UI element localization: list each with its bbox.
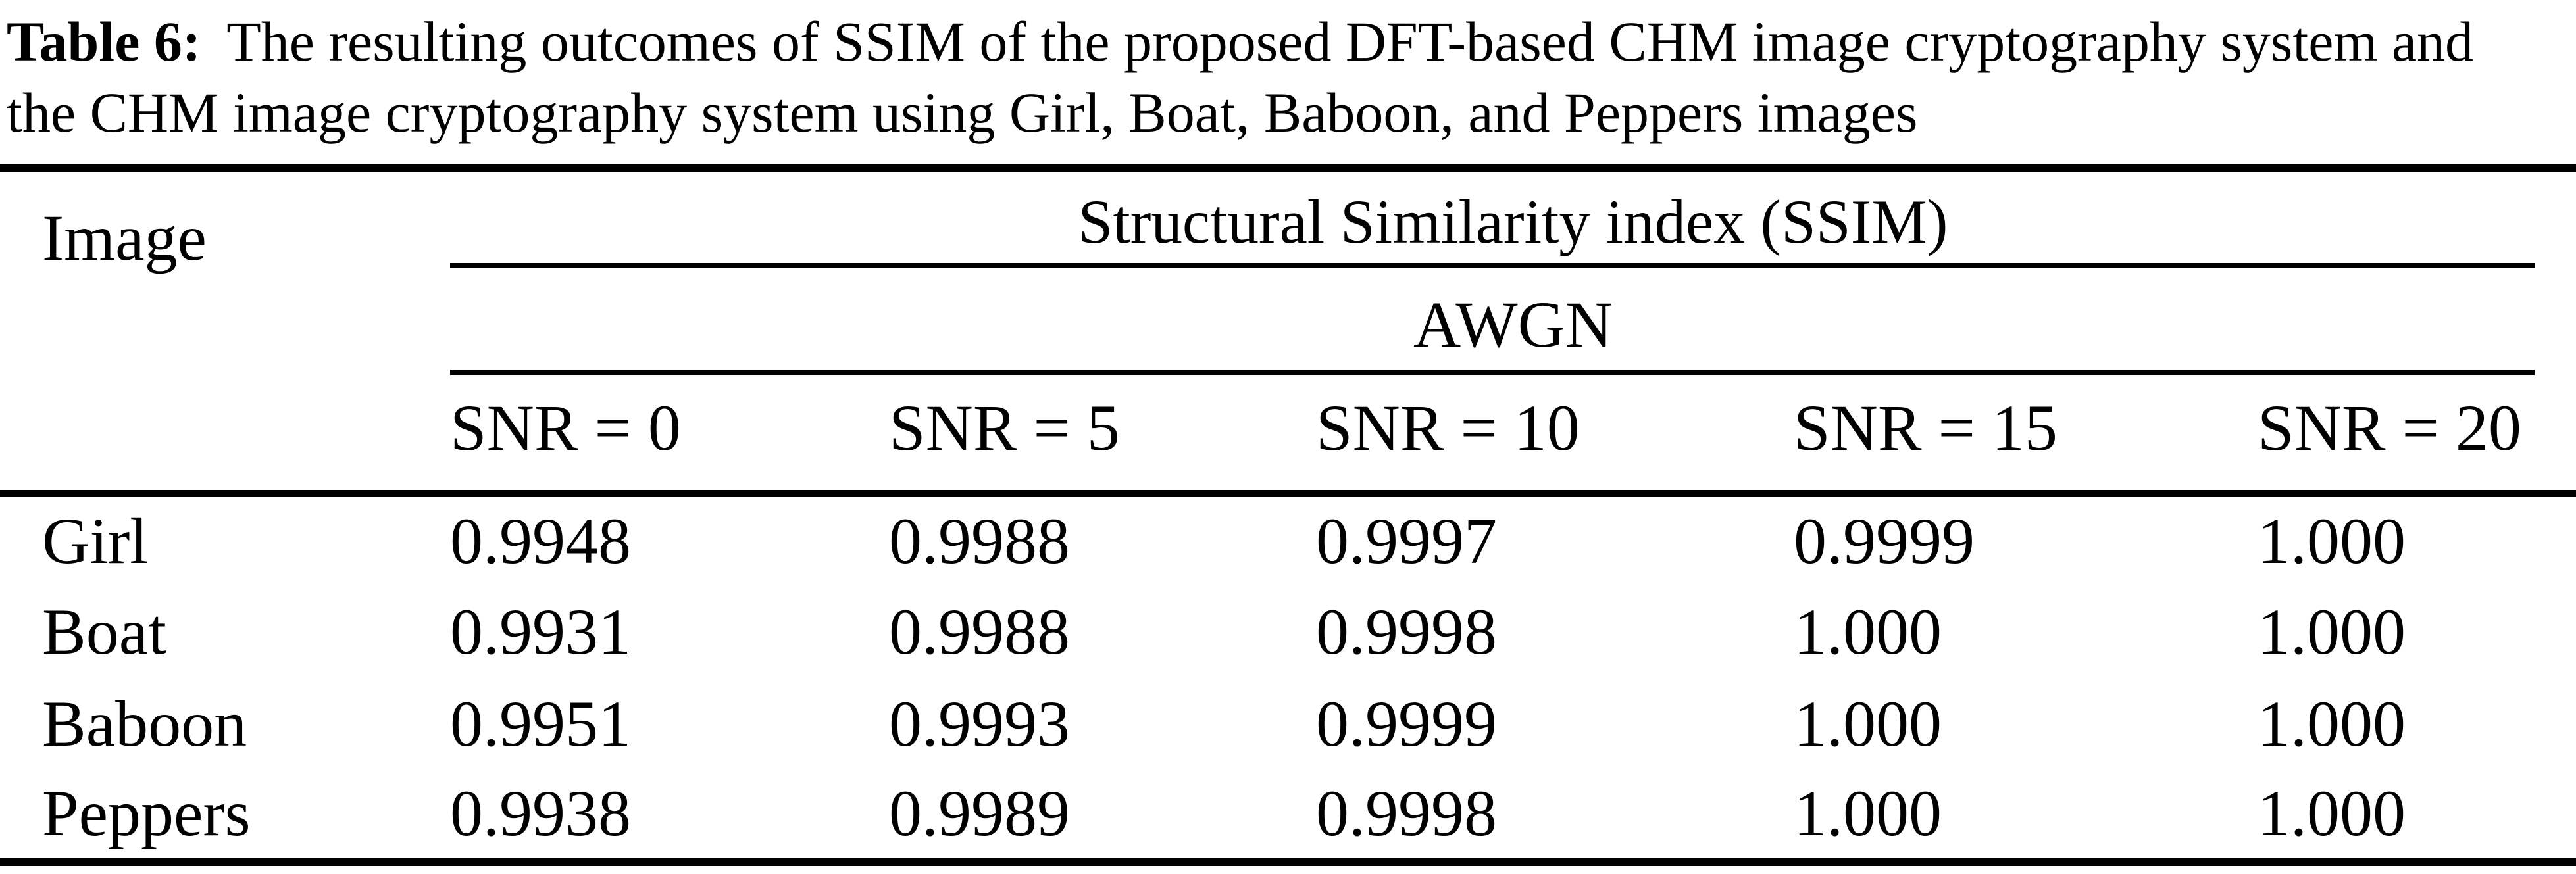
table-cell: 1.000 xyxy=(2258,504,2406,577)
group-header-awgn: AWGN xyxy=(450,268,2576,375)
table-cell: 0.9938 xyxy=(450,777,631,850)
table-cell: 0.9998 xyxy=(1316,595,1497,668)
row-label: Girl xyxy=(42,504,149,577)
table-cell: 0.9999 xyxy=(1316,687,1497,760)
table-row-baboon: Baboon 0.9951 0.9993 0.9999 1.000 1.000 xyxy=(0,677,2576,769)
group-header-ssim: Structural Similarity index (SSIM) xyxy=(450,168,2576,268)
table-cell: 0.9988 xyxy=(889,595,1070,668)
row-label: Boat xyxy=(42,595,166,668)
ssim-underline-rule xyxy=(450,263,2535,268)
col-header-snr-4: SNR = 20 xyxy=(2258,375,2576,497)
row-label: Baboon xyxy=(42,687,247,760)
caption-text-line1: The resulting outcomes of SSIM of the pr… xyxy=(226,10,2473,73)
table-row-peppers: Peppers 0.9938 0.9989 0.9998 1.000 1.000 xyxy=(0,769,2576,862)
table-row-boat: Boat 0.9931 0.9988 0.9998 1.000 1.000 xyxy=(0,585,2576,677)
table-cell: 0.9948 xyxy=(450,504,631,577)
table-row-girl: Girl 0.9948 0.9988 0.9997 0.9999 1.000 xyxy=(0,493,2576,585)
table-cell: 1.000 xyxy=(1794,687,1942,760)
table-cell: 0.9951 xyxy=(450,687,631,760)
table-cell: 0.9998 xyxy=(1316,777,1497,850)
caption-table-number: Table 6: xyxy=(7,10,201,73)
awgn-underline-rule xyxy=(450,370,2535,375)
table-cell: 1.000 xyxy=(2258,777,2406,850)
caption-text-line2: the CHM image cryptography system using … xyxy=(7,80,1918,144)
caption-line-2: the CHM image cryptography system using … xyxy=(7,78,2576,149)
table-cell: 1.000 xyxy=(1794,595,1942,668)
table-cell: 1.000 xyxy=(2258,687,2406,760)
header-row-subgroup: AWGN xyxy=(0,268,2576,375)
col-header-snr-1: SNR = 5 xyxy=(889,375,1316,497)
group-header-ssim-label: Structural Similarity index (SSIM) xyxy=(1078,187,1948,257)
table-cell: 0.9931 xyxy=(450,595,631,668)
table-cell: 0.9988 xyxy=(889,504,1070,577)
ssim-results-table: Image Structural Similarity index (SSIM)… xyxy=(0,164,2576,866)
col-header-snr-0: SNR = 0 xyxy=(450,375,889,497)
table-cell: 0.9993 xyxy=(889,687,1070,760)
header-row-snr: SNR = 0 SNR = 5 SNR = 10 SNR = 15 SNR = … xyxy=(0,375,2576,497)
header-row-group: Image Structural Similarity index (SSIM) xyxy=(0,168,2576,497)
row-label: Peppers xyxy=(42,777,251,850)
col-header-snr-2: SNR = 10 xyxy=(1316,375,1794,497)
table-cell: 0.9999 xyxy=(1794,504,1975,577)
table-caption: Table 6: The resulting outcomes of SSIM o… xyxy=(0,0,2576,148)
table-cell: 1.000 xyxy=(2258,595,2406,668)
caption-line-1: Table 6: The resulting outcomes of SSIM o… xyxy=(7,7,2576,78)
table-cell: 0.9997 xyxy=(1316,504,1497,577)
col-header-snr-3: SNR = 15 xyxy=(1794,375,2258,497)
table-cell: 1.000 xyxy=(1794,777,1942,850)
col-header-image: Image xyxy=(0,168,450,497)
table-cell: 0.9989 xyxy=(889,777,1070,850)
group-header-awgn-label: AWGN xyxy=(1413,288,1613,361)
